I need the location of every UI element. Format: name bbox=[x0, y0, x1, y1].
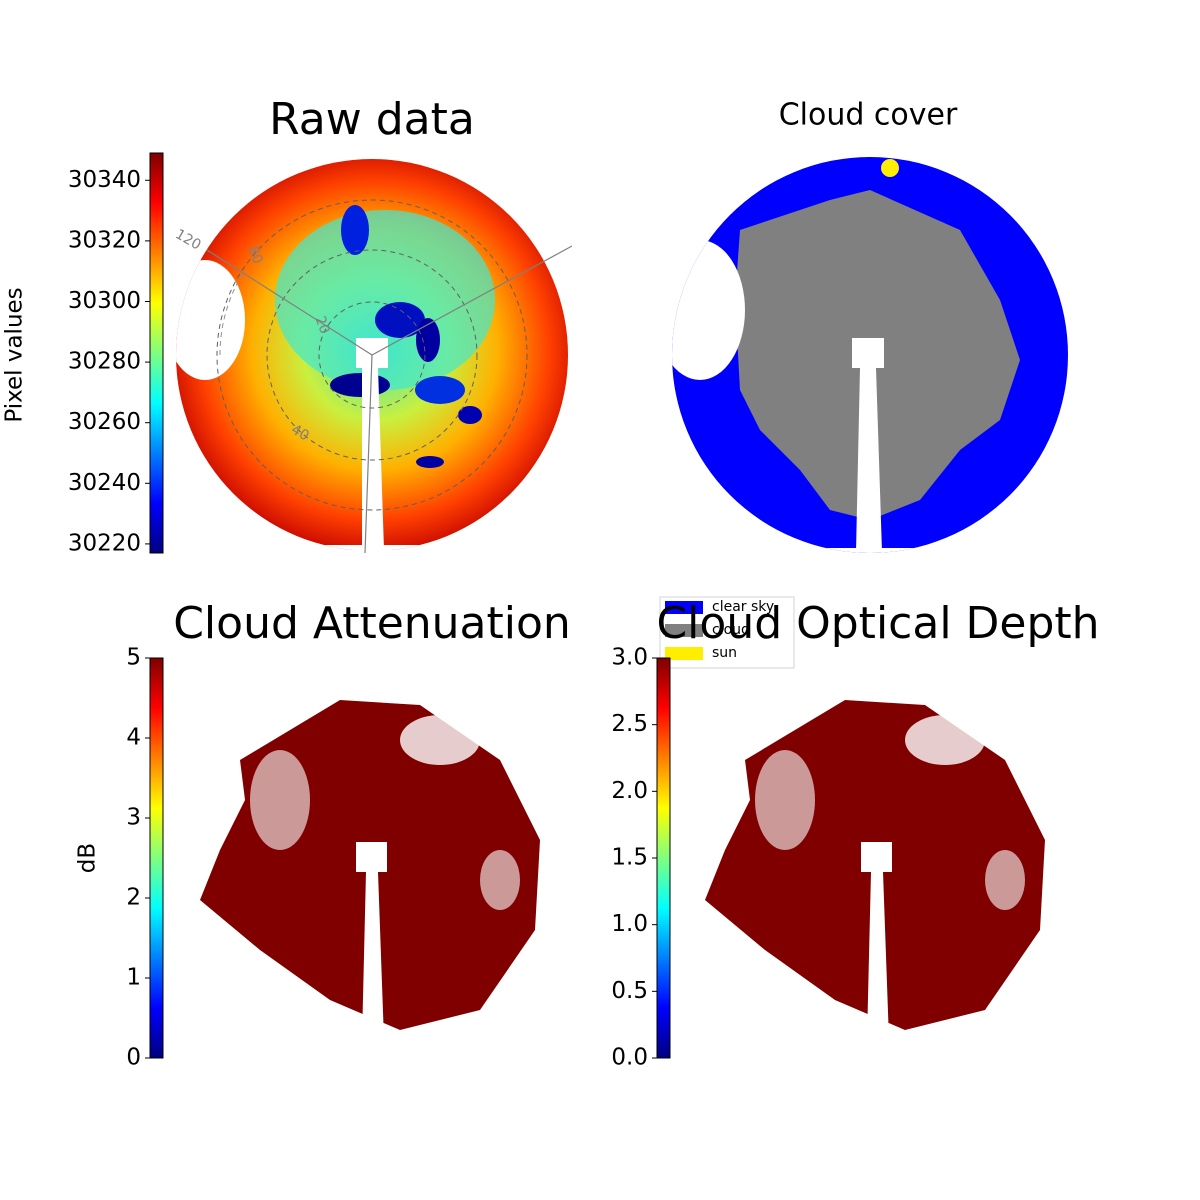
polar-axes bbox=[206, 245, 573, 554]
colorbar bbox=[656, 657, 671, 1059]
colorbar-tick-label: 3.0 bbox=[611, 645, 648, 671]
colorbar-tick-label: 3 bbox=[126, 805, 141, 831]
colorbar-tick-label: 30280 bbox=[68, 349, 141, 375]
attenuation-image bbox=[200, 700, 540, 1040]
legend-label: cloud bbox=[712, 622, 750, 638]
colorbar-label: dB bbox=[75, 843, 101, 873]
colorbar-tick-label: 2.0 bbox=[611, 778, 648, 804]
colorbar-tick-label: 30220 bbox=[68, 530, 141, 556]
colorbar-tick-label: 2 bbox=[126, 885, 141, 911]
legend-swatch bbox=[665, 624, 703, 637]
colorbar-tick-label: 1.0 bbox=[611, 911, 648, 937]
polar-grid bbox=[216, 199, 528, 511]
panel-title: Raw data bbox=[269, 94, 475, 145]
optical-depth-image bbox=[705, 700, 1045, 1040]
raw-image bbox=[176, 159, 568, 551]
colorbar-tick-label: 4 bbox=[126, 725, 141, 751]
panel-title: Cloud Optical Depth bbox=[656, 598, 1099, 649]
polar-label: 20 bbox=[311, 314, 332, 336]
colorbar-tick-label: 30260 bbox=[68, 409, 141, 435]
colorbar bbox=[149, 152, 164, 554]
legend-label: clear sky bbox=[712, 599, 774, 615]
colorbar-tick-label: 1.5 bbox=[611, 845, 648, 871]
legend: clear sky cloud sun bbox=[665, 599, 774, 661]
colorbar-tick-label: 0.5 bbox=[611, 978, 648, 1004]
colorbar-tick-label: 30320 bbox=[68, 227, 141, 253]
panel-title: Cloud Attenuation bbox=[173, 598, 571, 649]
polar-label: 120 bbox=[172, 226, 203, 253]
legend-swatch bbox=[665, 647, 703, 660]
colorbar-tick-label: 0.0 bbox=[611, 1045, 648, 1071]
polar-label: 40 bbox=[288, 422, 311, 445]
colorbar-tick-label: 1 bbox=[126, 965, 141, 991]
cloud-cover-image bbox=[672, 157, 1068, 553]
colorbar-label: Pixel values bbox=[2, 287, 28, 422]
colorbar-tick-label: 30240 bbox=[68, 470, 141, 496]
colorbar-tick-label: 2.5 bbox=[611, 711, 648, 737]
panel-title: Cloud cover bbox=[779, 98, 958, 133]
colorbar bbox=[149, 657, 164, 1059]
colorbar-tick-label: 5 bbox=[126, 645, 141, 671]
colorbar-tick-label: 30340 bbox=[68, 167, 141, 193]
polar-label: 80 bbox=[244, 244, 265, 266]
legend-label: sun bbox=[712, 645, 737, 661]
colorbar-tick-label: 30300 bbox=[68, 288, 141, 314]
legend-swatch bbox=[665, 601, 703, 614]
colorbar-tick-label: 0 bbox=[126, 1045, 141, 1071]
